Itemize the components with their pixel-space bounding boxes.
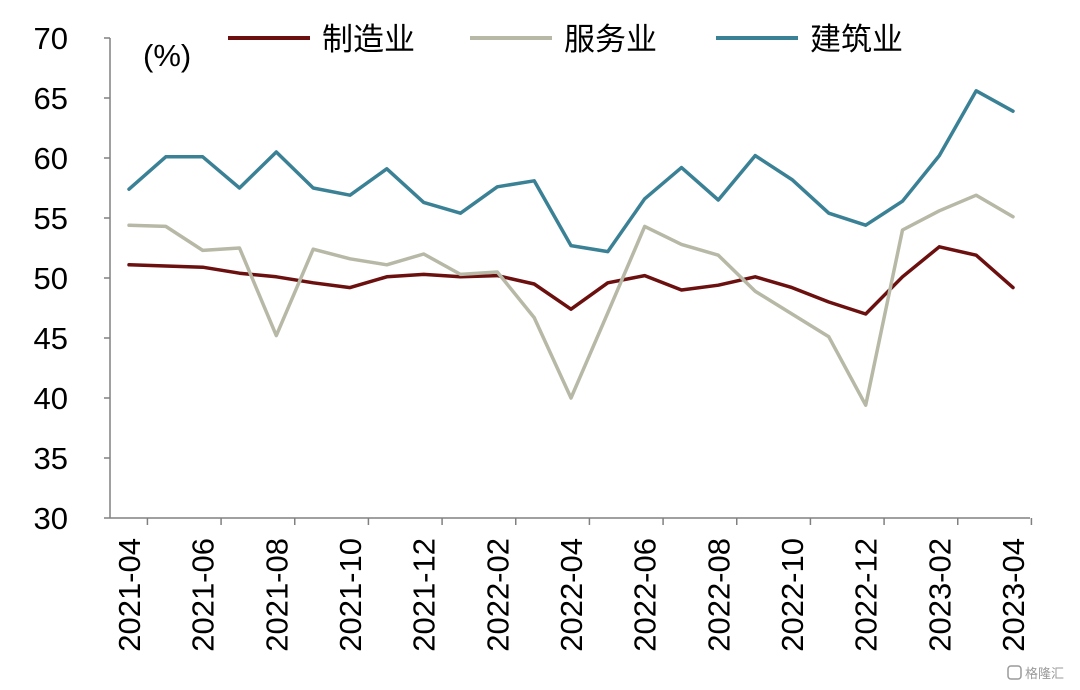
x-tick-label: 2021-04 — [112, 538, 147, 652]
y-unit-label: (%) — [143, 38, 191, 73]
series-line-2 — [127, 193, 1015, 407]
x-axis-ticks: 2021-04 2021-06 2021-08 2021-10 2021-12 2022-… — [112, 518, 1033, 652]
x-tick-label: 2022-12 — [849, 538, 884, 652]
y-axis-ticks: 30 35 40 45 50 55 60 65 70 — [34, 21, 110, 536]
y-tick-label: 65 — [34, 81, 68, 116]
y-tick-label: 40 — [34, 381, 68, 416]
x-tick-label: 2021-12 — [407, 538, 442, 652]
y-tick-label: 50 — [34, 261, 68, 296]
y-tick-label: 30 — [34, 501, 68, 536]
series-lines — [127, 89, 1015, 407]
x-tick-label: 2023-02 — [922, 538, 957, 652]
watermark: 格隆汇 — [1007, 665, 1064, 682]
y-tick-label: 45 — [34, 321, 68, 356]
y-tick-label: 55 — [34, 201, 68, 236]
legend-label: 建筑业 — [810, 22, 903, 58]
y-tick-label: 35 — [34, 441, 68, 476]
x-tick-label: 2022-02 — [480, 538, 515, 652]
series-line-3 — [127, 89, 1015, 254]
watermark-text: 格隆汇 — [1025, 666, 1064, 682]
legend-label: 服务业 — [564, 22, 657, 58]
y-tick-label: 60 — [34, 141, 68, 176]
series-line-1 — [127, 245, 1015, 316]
y-tick-label: 70 — [34, 21, 68, 56]
x-tick-label: 2022-10 — [775, 538, 810, 652]
x-tick-label: 2022-04 — [554, 538, 589, 652]
x-tick-label: 2023-04 — [996, 538, 1031, 652]
x-tick-label: 2021-08 — [259, 538, 294, 652]
x-tick-label: 2022-08 — [701, 538, 736, 652]
legend: 制造业 服务业 建筑业 — [228, 22, 903, 58]
x-tick-label: 2021-10 — [333, 538, 368, 652]
watermark-logo-icon — [1007, 665, 1022, 680]
legend-label: 制造业 — [322, 22, 415, 58]
x-tick-label: 2021-06 — [186, 538, 221, 652]
x-tick-label: 2022-06 — [628, 538, 663, 652]
